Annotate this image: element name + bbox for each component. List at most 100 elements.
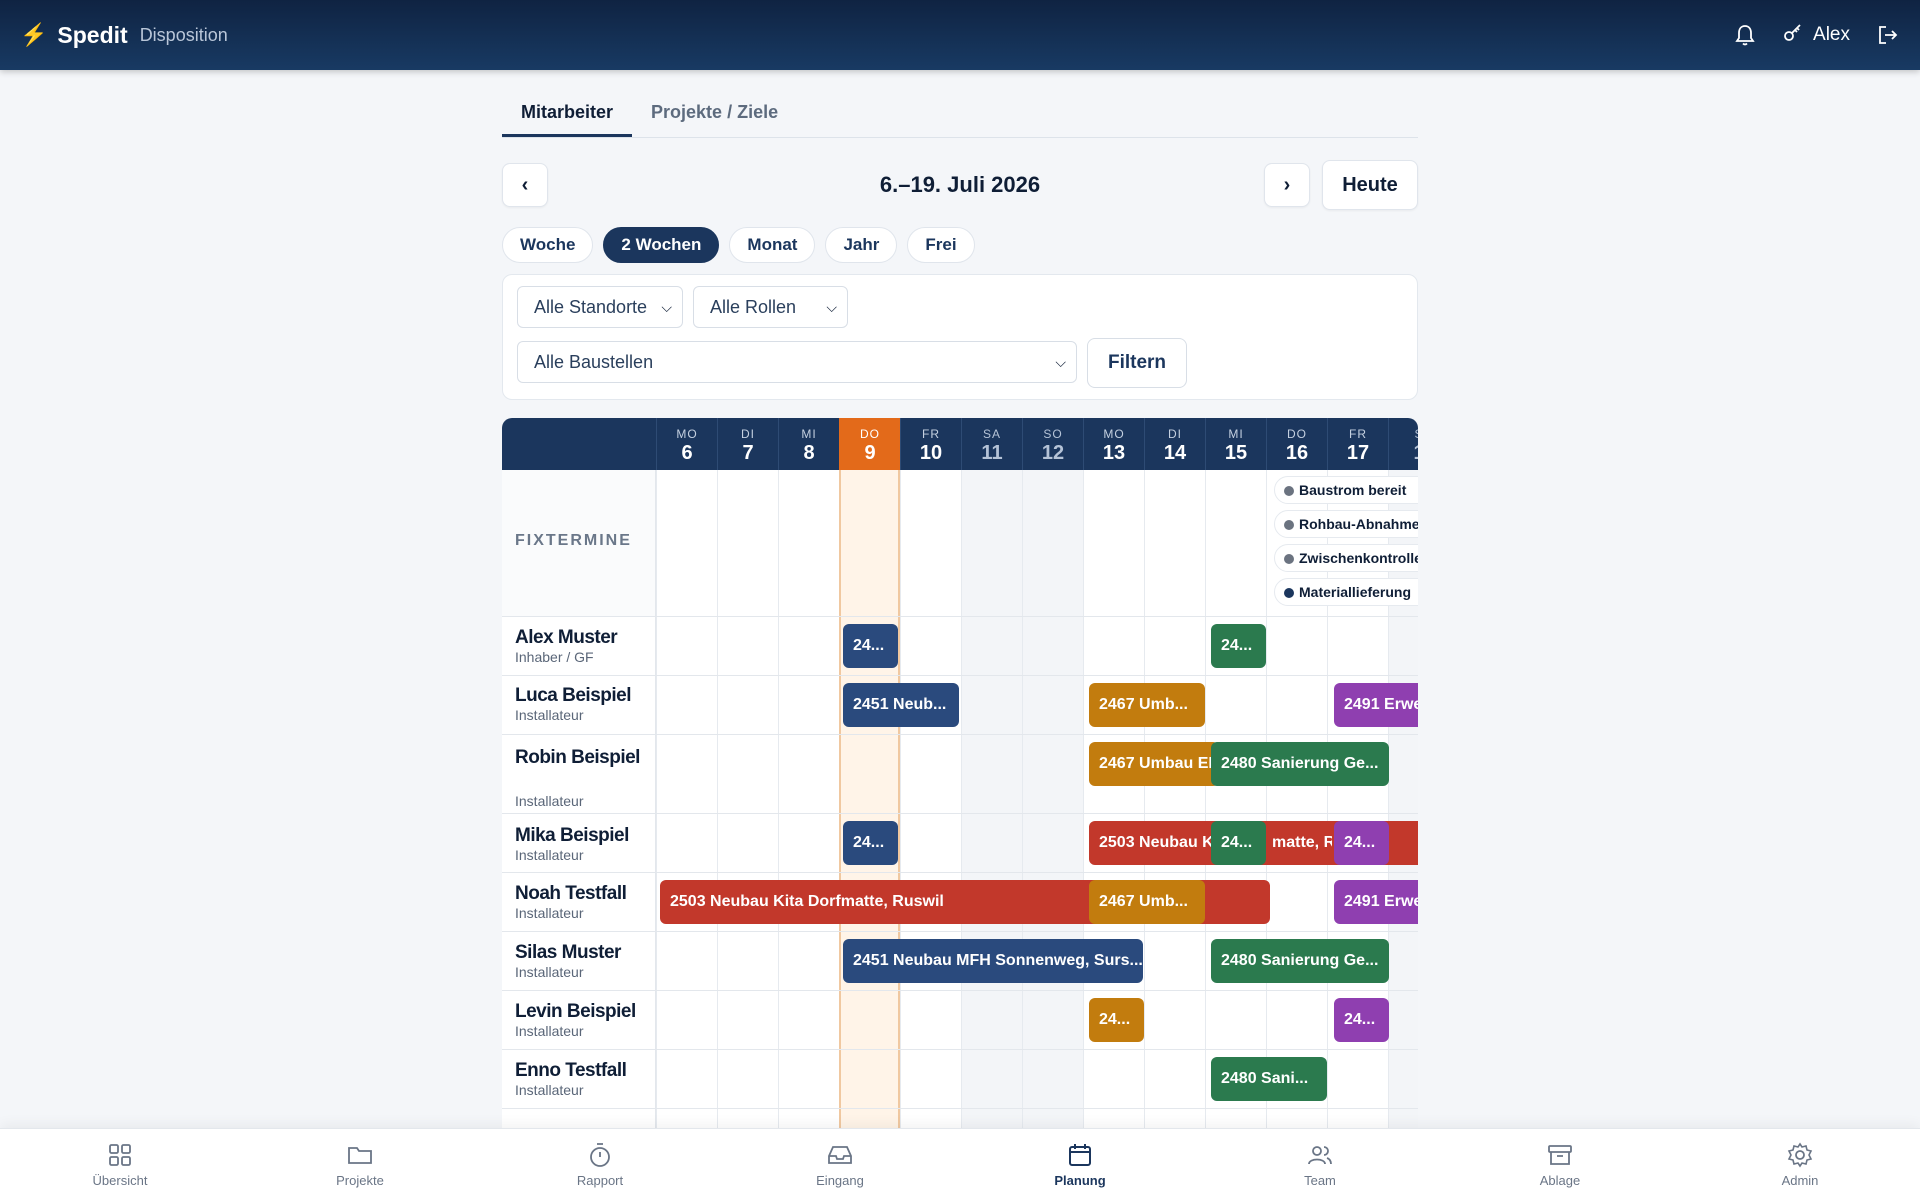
day-header: SA 11 — [961, 418, 1022, 470]
nav-label: Ablage — [1539, 1173, 1581, 1188]
day-header: MO 6 — [656, 418, 717, 470]
bolt-icon: ⚡ — [20, 22, 48, 47]
employee-label[interactable]: Luca Beispiel Installateur — [502, 676, 656, 734]
day-column — [717, 470, 778, 1200]
archive-icon — [1548, 1145, 1572, 1165]
assignment-bar[interactable]: 2491 Erwe — [1334, 683, 1418, 727]
main-content: Mitarbeiter Projekte / Ziele ‹ 6.–19. Ju… — [502, 70, 1418, 1200]
employee-label[interactable]: Enno Testfall Installateur — [502, 1050, 656, 1108]
assignment-bar[interactable]: 2467 Umb... — [1089, 880, 1205, 924]
employee-label[interactable]: Levin Beispiel Installateur — [502, 991, 656, 1049]
employee-row: Enno Testfall Installateur 2480 Sani... — [502, 1049, 1418, 1108]
nav-label: Eingang — [816, 1173, 864, 1188]
nav-projekte[interactable]: Projekte — [240, 1129, 480, 1200]
day-column — [778, 470, 839, 1200]
employee-row: Silas Muster Installateur 2451 Neubau MFH… — [502, 931, 1418, 990]
employee-label[interactable]: Robin Beispiel Installateur — [502, 735, 656, 813]
schedule-header — [502, 418, 1418, 470]
brand-name[interactable]: Spedit — [57, 21, 128, 48]
status-dot — [1284, 520, 1294, 530]
fixtermin-pill[interactable]: Rohbau-Abnahme — [1274, 510, 1418, 538]
assignment-bar[interactable]: 24... — [843, 821, 898, 865]
range-woche[interactable]: Woche — [502, 227, 594, 263]
filter-button[interactable]: Filtern — [1087, 338, 1187, 388]
nav-eingang[interactable]: Eingang — [720, 1129, 960, 1200]
nav-label: Admin — [1781, 1173, 1819, 1188]
assignment-bar[interactable]: 2467 Umb... — [1089, 683, 1205, 727]
range-2-wochen[interactable]: 2 Wochen — [603, 227, 720, 263]
nav-team[interactable]: Team — [1200, 1129, 1440, 1200]
today-button[interactable]: Heute — [1322, 160, 1418, 210]
employee-row: Alex Muster Inhaber / GF 24... 24... — [502, 616, 1418, 675]
range-jahr[interactable]: Jahr — [825, 227, 898, 263]
assignment-bar[interactable]: 2480 Sanierung Ge... — [1211, 742, 1389, 786]
bottom-navigation: Übersicht Projekte Rapport Eingang Planu… — [0, 1128, 1920, 1200]
standorte-value: Alle Standorte — [534, 296, 648, 317]
assignment-bar[interactable]: 2451 Neub... — [843, 683, 959, 727]
employee-label[interactable]: Noah Testfall Installateur — [502, 873, 656, 931]
filter-panel: Alle Standorte ⌵ Alle Rollen ⌵ Alle Baus… — [502, 274, 1418, 400]
assignment-bar[interactable]: 24... — [843, 624, 898, 668]
employee-label[interactable]: Mika Beispiel Installateur — [502, 814, 656, 872]
assignment-bar[interactable]: 24... — [1334, 821, 1389, 865]
nav-uebersicht[interactable]: Übersicht — [0, 1129, 240, 1200]
nav-admin[interactable]: Admin — [1680, 1129, 1920, 1200]
baustellen-value: Alle Baustellen — [534, 351, 654, 372]
nav-label: Planung — [1054, 1173, 1106, 1188]
status-dot — [1284, 486, 1294, 496]
assignment-bar[interactable]: 24... — [1211, 624, 1266, 668]
employee-row: Levin Beispiel Installateur 24... 24... — [502, 990, 1418, 1049]
tab-projekte-ziele[interactable]: Projekte / Ziele — [651, 102, 779, 122]
schedule-grid: MO 6 DI 7 MI 8 DO 9 FR 10 SA 11 SO 12 MO 13 DI 14… — [502, 418, 1418, 1200]
assignment-bar[interactable]: 2480 Sanierung Ge... — [1211, 939, 1389, 983]
user-menu[interactable]: Alex — [1783, 22, 1850, 48]
key-icon — [1783, 22, 1803, 48]
gear-icon — [1787, 1142, 1813, 1168]
nav-planung[interactable]: Planung — [960, 1129, 1200, 1200]
assignment-bar[interactable]: 24... — [1211, 821, 1266, 865]
rollen-value: Alle Rollen — [710, 296, 797, 317]
assignment-bar[interactable]: 2491 Erwe — [1334, 880, 1418, 924]
day-column — [656, 470, 717, 1200]
fixtermin-pill[interactable]: Materiallieferung — [1274, 578, 1418, 606]
users-icon — [1308, 1146, 1332, 1165]
assignment-bar[interactable]: 24... — [1089, 998, 1144, 1042]
assignment-bar[interactable]: 2480 Sani... — [1211, 1057, 1327, 1101]
assignment-bar[interactable]: 2467 Umbau EF — [1089, 742, 1219, 786]
calendar-icon — [1069, 1144, 1091, 1166]
assignment-bar[interactable]: matte, Ru — [1266, 821, 1332, 865]
baustellen-select[interactable]: Alle Baustellen ⌵ — [517, 341, 1077, 383]
standorte-select[interactable]: Alle Standorte ⌵ — [517, 286, 683, 328]
day-header-today: DO 9 — [839, 418, 900, 470]
employee-label[interactable]: Silas Muster Installateur — [502, 932, 656, 990]
nav-label: Rapport — [576, 1173, 624, 1188]
view-tabs: Mitarbeiter Projekte / Ziele — [502, 70, 1418, 138]
day-header: FR 17 — [1327, 418, 1388, 470]
bell-icon[interactable] — [1733, 23, 1757, 47]
nav-rapport[interactable]: Rapport — [480, 1129, 720, 1200]
grid-icon — [109, 1144, 131, 1166]
fixtermine-row: FIXTERMINE Baustrom bereit Rohbau-Abnahm… — [502, 470, 1418, 616]
range-monat[interactable]: Monat — [729, 227, 816, 263]
tab-mitarbeiter[interactable]: Mitarbeiter — [502, 102, 633, 137]
next-period-button[interactable]: › — [1264, 163, 1310, 207]
date-range-title: 6.–19. Juli 2026 — [879, 172, 1041, 197]
fixtermin-pill[interactable]: Baustrom bereit — [1274, 476, 1418, 504]
assignment-bar[interactable]: 2451 Neubau MFH Sonnenweg, Surs... — [843, 939, 1143, 983]
nav-label: Übersicht — [92, 1173, 148, 1188]
logout-icon[interactable] — [1876, 23, 1900, 47]
stopwatch-icon — [590, 1143, 610, 1167]
chevron-down-icon: ⌵ — [661, 299, 672, 315]
rollen-select[interactable]: Alle Rollen ⌵ — [693, 286, 848, 328]
employee-row: Mika Beispiel Installateur 24... 2503 Neu… — [502, 813, 1418, 872]
employee-row: Robin Beispiel Installateur 2467 Umbau EF… — [502, 734, 1418, 813]
nav-ablage[interactable]: Ablage — [1440, 1129, 1680, 1200]
day-header: MI 8 — [778, 418, 839, 470]
fixtermin-pill[interactable]: Zwischenkontrolle — [1274, 544, 1418, 572]
day-header: S1 — [1388, 418, 1418, 470]
day-header: DI 14 — [1144, 418, 1205, 470]
prev-period-button[interactable]: ‹ — [502, 163, 548, 207]
range-frei[interactable]: Frei — [907, 227, 975, 263]
assignment-bar[interactable]: 24... — [1334, 998, 1389, 1042]
employee-label[interactable]: Alex Muster Inhaber / GF — [502, 617, 656, 675]
